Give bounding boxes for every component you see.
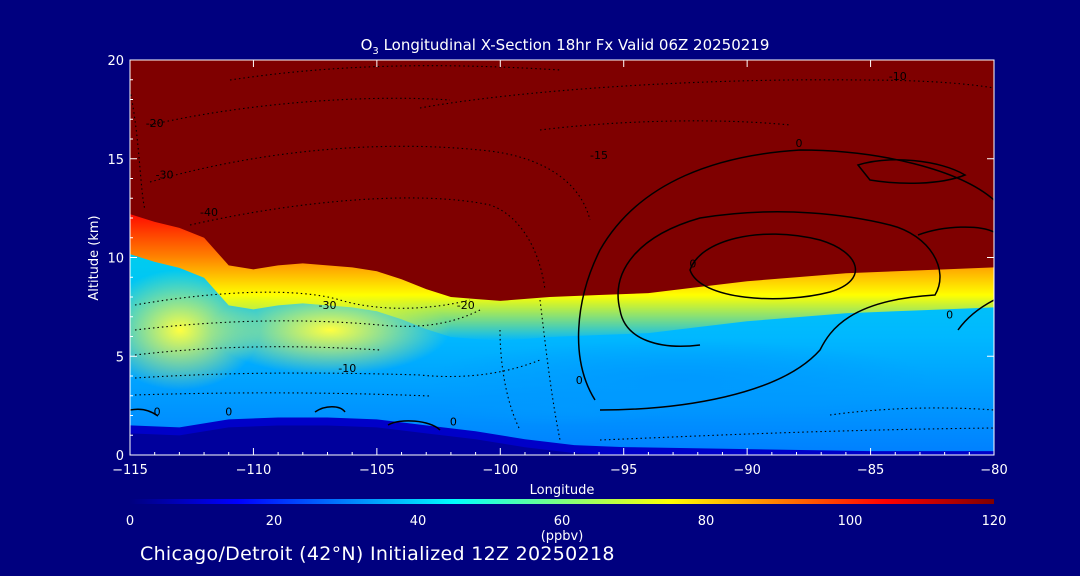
contour-label: -20: [146, 117, 164, 130]
contour-line-surface-b: [387, 420, 441, 431]
x-tick-label: −95: [610, 463, 637, 478]
y-axis-label: Altitude (km): [87, 215, 102, 300]
dotted-contour-g: [134, 291, 471, 309]
y-tick-label: 15: [107, 153, 124, 168]
surface-terrain: [130, 425, 994, 455]
dotted-contour-c: [189, 197, 546, 291]
x-tick-label: −80: [980, 463, 1007, 478]
x-tick-label: −110: [236, 463, 272, 478]
colorbar-tick-label: 100: [838, 514, 863, 529]
contour-label: 0: [946, 309, 953, 322]
dotted-contour-d: [229, 65, 561, 81]
title-rest: Longitudinal X-Section 18hr Fx Valid 06Z…: [379, 36, 770, 54]
contour-label: 0: [795, 137, 802, 150]
y-tick-label: 20: [107, 54, 124, 69]
negative-contours: [130, 65, 994, 441]
contour-line-outer: [577, 149, 994, 401]
x-axis: −115 −110 −105 −100 −95 −90 −85 −80: [112, 60, 1008, 478]
contour-label: 0: [154, 406, 161, 419]
chart-title: O3 Longitudinal X-Section 18hr Fx Valid …: [361, 36, 770, 57]
contour-label: 0: [689, 257, 696, 270]
x-tick-label: −90: [733, 463, 760, 478]
colorbar: [130, 499, 994, 504]
x-tick-label: −105: [359, 463, 395, 478]
y-tick-label: 5: [116, 350, 124, 365]
colorbar-tick-label: 80: [698, 514, 715, 529]
x-tick-label: −115: [112, 463, 148, 478]
colorbar-tick-label: 120: [982, 514, 1007, 529]
x-tick-label: −100: [482, 463, 518, 478]
contour-label: -10: [889, 70, 907, 83]
contour-label: -40: [200, 206, 218, 219]
colorbar-tick-label: 40: [410, 514, 427, 529]
dotted-contour-m: [539, 299, 561, 441]
dotted-contour-a: [149, 97, 451, 126]
x-tick-label: −85: [857, 463, 884, 478]
dotted-contour-b: [149, 145, 591, 221]
x-axis-label: Longitude: [530, 483, 595, 498]
contour-label: -15: [590, 149, 608, 162]
stratosphere-field: [130, 60, 994, 301]
contour-label: -30: [319, 299, 337, 312]
y-tick-label: 10: [107, 252, 124, 267]
positive-contours: [130, 149, 994, 431]
contour-line-surface-c: [130, 408, 159, 417]
tropopause-transition: [130, 210, 994, 341]
contour-line-middle: [599, 211, 941, 411]
colorbar-unit-label: (ppbv): [541, 529, 584, 544]
contour-labels: -20 -30 -40 -15 -10 0 0 -30 -20 -10 0 0 0 0 0: [146, 70, 953, 429]
contour-line-east: [917, 226, 994, 236]
ozone-field: [130, 60, 994, 455]
dotted-contour-n: [599, 427, 994, 441]
contour-label: 0: [576, 374, 583, 387]
dotted-contour-o: [829, 407, 994, 416]
colorbar-tick-label: 0: [126, 514, 134, 529]
blue-pocket-central: [440, 385, 680, 425]
colorbar-tick-label: 60: [554, 514, 571, 529]
contour-label: 0: [225, 406, 232, 419]
y-axis: 0 5 10 15 20: [107, 54, 994, 464]
title-prefix: O: [361, 36, 373, 54]
contour-label: -20: [457, 299, 475, 312]
title-subscript: 3: [372, 46, 378, 57]
contour-line-upper: [856, 159, 967, 185]
colorbar-tick-labels: 0 20 40 60 80 100 120: [126, 514, 1007, 529]
contour-line-east-low: [957, 299, 994, 331]
contour-line-surface-a: [314, 406, 346, 413]
contour-label: 0: [450, 415, 457, 428]
footer-caption: Chicago/Detroit (42°N) Initialized 12Z 2…: [140, 543, 615, 565]
contour-line-inner: [689, 233, 857, 300]
dotted-contour-p: [130, 89, 146, 211]
dotted-contour-k: [134, 392, 431, 397]
contour-label: -30: [156, 169, 174, 182]
colorbar-tick-label: 20: [266, 514, 283, 529]
y-tick-label: 0: [116, 449, 124, 464]
contour-label: -10: [338, 362, 356, 375]
dotted-contour-e: [419, 79, 994, 109]
dotted-contour-i: [134, 346, 381, 356]
dotted-contour-l: [499, 329, 521, 431]
